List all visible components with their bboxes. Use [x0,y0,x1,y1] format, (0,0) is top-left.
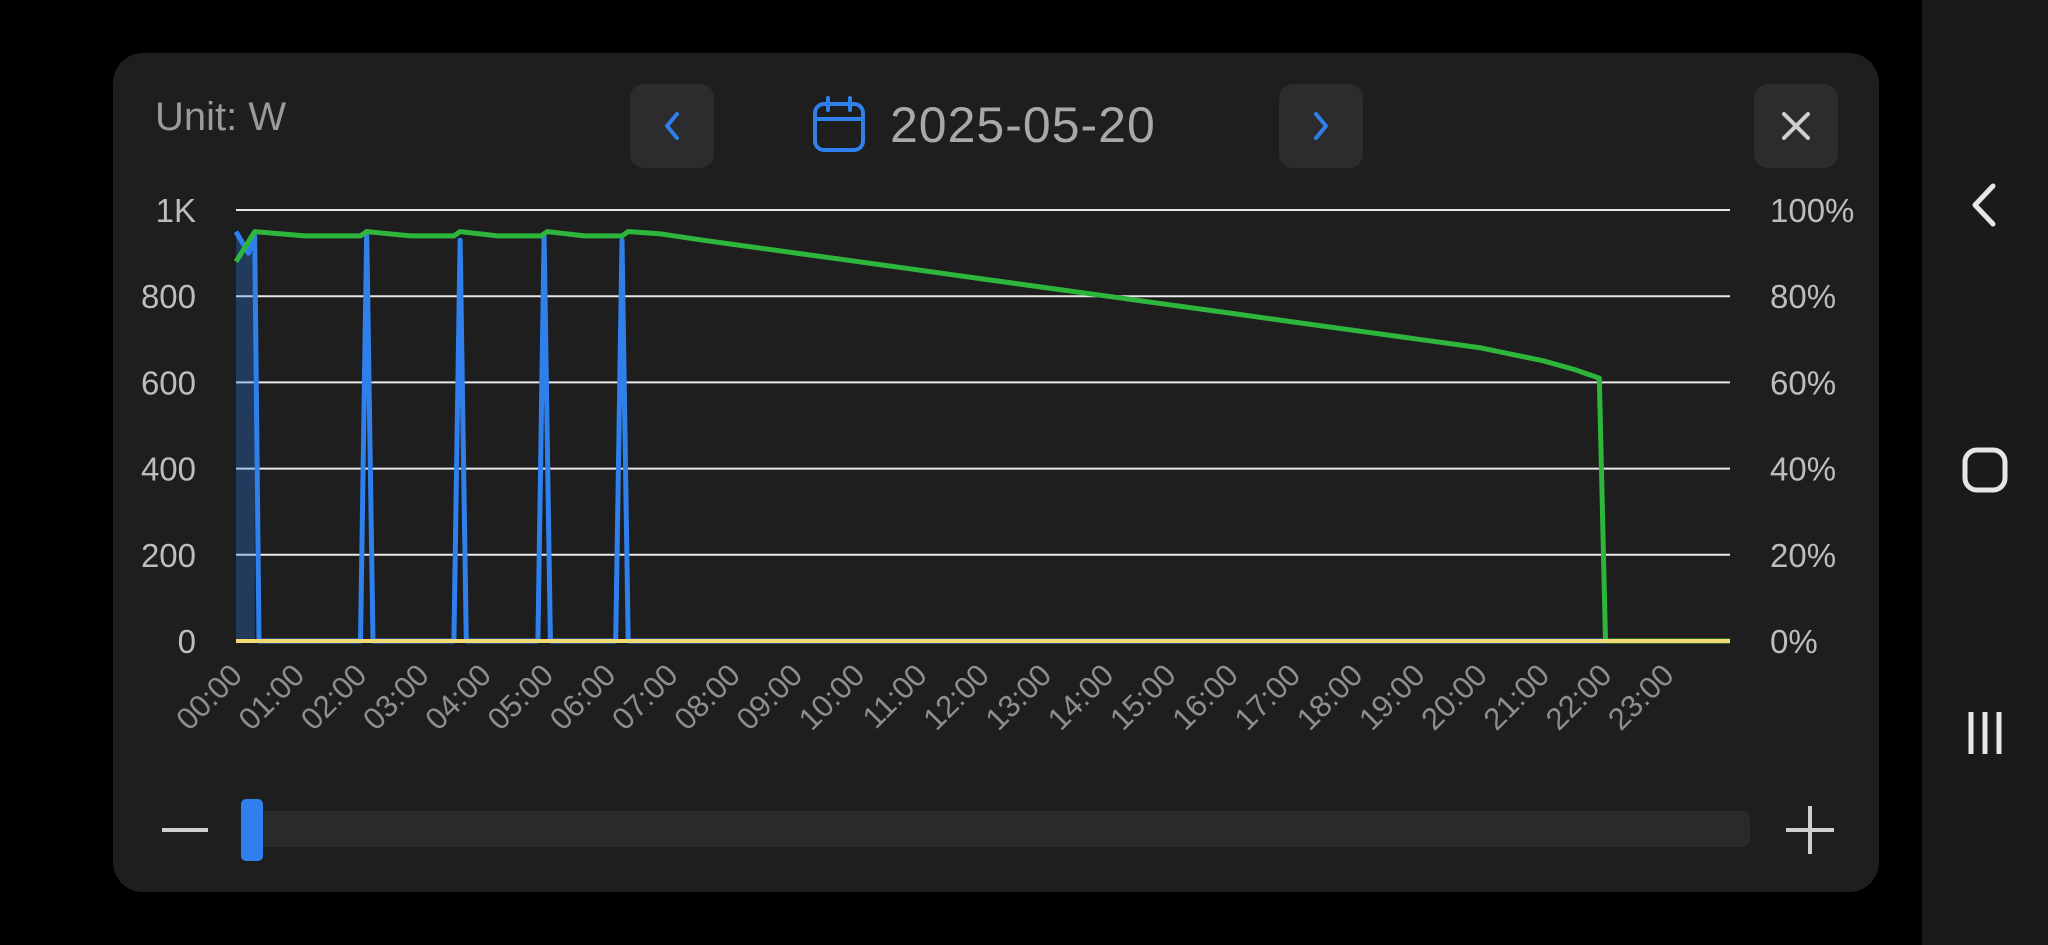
y-right-tick-label: 0% [1770,623,1818,660]
minus-icon [162,828,208,832]
chevron-left-icon [665,112,679,140]
back-icon [1972,183,1996,227]
chart-card [113,53,1879,892]
calendar-icon [813,96,865,152]
date-picker[interactable]: 2025-05-20 [812,96,1156,154]
chevron-right-icon [1314,112,1328,140]
x-tick-label: 05:00 [481,657,561,737]
zoom-slider-thumb[interactable] [241,799,263,861]
x-tick-label: 12:00 [916,657,996,737]
unit-label: Unit: W [155,95,287,139]
x-tick-label: 08:00 [667,657,747,737]
nav-back-button[interactable] [1950,170,2020,240]
x-tick-label: 07:00 [605,657,685,737]
x-tick-label: 03:00 [356,657,436,737]
home-icon [1962,447,2008,493]
prev-day-button[interactable] [630,84,714,168]
y-right-tick-label: 20% [1770,537,1836,574]
x-tick-label: 15:00 [1103,657,1183,737]
x-tick-label: 14:00 [1041,657,1121,737]
x-tick-label: 01:00 [232,657,312,737]
x-tick-label: 22:00 [1539,657,1619,737]
x-tick-label: 17:00 [1228,657,1308,737]
y-left-tick-label: 600 [141,364,196,401]
y-right-tick-label: 60% [1770,364,1836,401]
y-left-tick-label: 400 [141,451,196,488]
date-text: 2025-05-20 [890,97,1156,153]
x-tick-label: 06:00 [543,657,623,737]
y-left-tick-label: 200 [141,537,196,574]
y-left-tick-label: 800 [141,278,196,315]
zoom-in-button[interactable] [1780,800,1840,860]
x-tick-label: 04:00 [418,657,498,737]
soc-series-line [233,229,1730,644]
y-right-tick-label: 100% [1770,192,1854,229]
x-tick-label: 19:00 [1352,657,1432,737]
power-series-line [233,229,1730,644]
zoom-out-button[interactable] [155,800,215,860]
power-area-fill [236,231,255,642]
x-tick-label: 18:00 [1290,657,1370,737]
x-tick-label: 13:00 [979,657,1059,737]
x-tick-label: 00:00 [169,657,249,737]
recents-icon [1968,712,2002,754]
y-left-tick-label: 0 [178,623,196,660]
x-tick-label: 02:00 [294,657,374,737]
y-right-tick-label: 80% [1770,278,1836,315]
y-left-tick-label: 1K [156,192,196,229]
plus-icon [1786,806,1834,854]
x-tick-label: 21:00 [1477,657,1557,737]
system-nav-bar [1922,0,2048,945]
zoom-slider-track[interactable] [246,811,1750,847]
x-tick-label: 11:00 [856,657,934,735]
nav-home-button[interactable] [1950,435,2020,505]
next-day-button[interactable] [1279,84,1363,168]
x-tick-label: 10:00 [792,657,872,737]
x-tick-label: 16:00 [1165,657,1245,737]
nav-recents-button[interactable] [1950,698,2020,768]
x-tick-label: 09:00 [730,657,810,737]
x-tick-label: 23:00 [1601,657,1681,737]
y-right-tick-label: 40% [1770,451,1836,488]
x-tick-label: 20:00 [1414,657,1494,737]
close-icon [1782,112,1810,140]
close-button[interactable] [1754,84,1838,168]
